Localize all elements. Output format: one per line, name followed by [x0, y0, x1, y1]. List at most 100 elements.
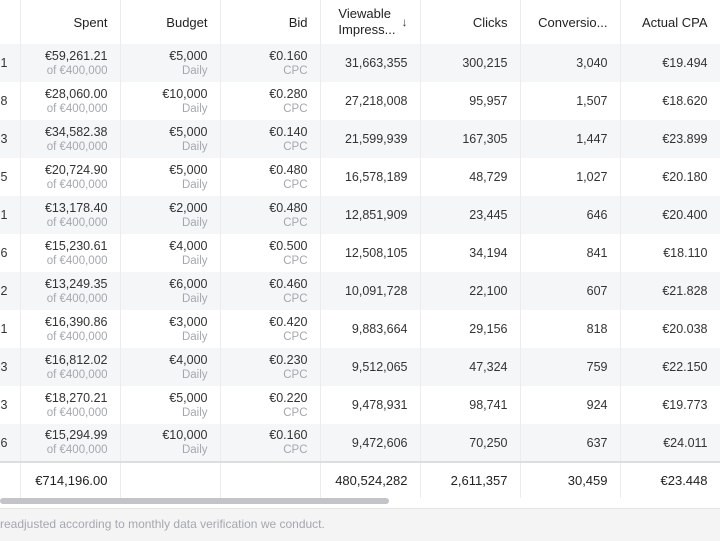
clicks-cell: 34,194 — [420, 234, 521, 272]
bid-type: CPC — [283, 102, 308, 115]
budget-cell[interactable]: €10,000 Daily — [120, 82, 221, 120]
impressions-cell: 9,478,931 — [320, 386, 421, 424]
bid-value: €0.420 — [269, 314, 308, 329]
clicks-cell: 23,445 — [420, 196, 521, 234]
bid-cell[interactable]: €0.480 CPC — [220, 158, 321, 196]
row-id-cell: 51 — [0, 310, 21, 348]
cpa-cell: €20.180 — [620, 158, 720, 196]
budget-cell[interactable]: €4,000 Daily — [120, 234, 221, 272]
column-header-label-line2: Impress... — [338, 22, 396, 37]
column-header-spent[interactable]: Spent — [20, 0, 121, 44]
bid-value: €0.160 — [269, 428, 308, 442]
bid-value: €0.160 — [269, 48, 308, 63]
impressions-cell: 9,512,065 — [320, 348, 421, 386]
row-id-cell: 36 — [0, 424, 21, 462]
cpa-cell: €20.038 — [620, 310, 720, 348]
budget-period: Daily — [181, 64, 208, 77]
table-header-row: Spent Budget Bid Viewable Impress... ↓ C… — [0, 0, 720, 44]
bid-cell[interactable]: €0.420 CPC — [220, 310, 321, 348]
budget-period: Daily — [181, 178, 208, 191]
column-header-clicks[interactable]: Clicks — [420, 0, 521, 44]
budget-period: Daily — [181, 406, 208, 419]
bid-cell[interactable]: €0.280 CPC — [220, 82, 321, 120]
bid-type: CPC — [283, 444, 308, 456]
budget-period: Daily — [181, 292, 208, 305]
cpa-cell: €22.150 — [620, 348, 720, 386]
row-id: 73 — [0, 398, 8, 412]
column-header-label: Bid — [288, 14, 308, 30]
impressions-cell: 21,599,939 — [320, 120, 421, 158]
budget-cell[interactable]: €5,000 Daily — [120, 44, 221, 82]
column-header-bid[interactable]: Bid — [220, 0, 321, 44]
bid-cell[interactable]: €0.160 CPC — [220, 424, 321, 462]
budget-cell[interactable]: €6,000 Daily — [120, 272, 221, 310]
bid-type: CPC — [283, 216, 308, 229]
impressions-cell: 12,508,105 — [320, 234, 421, 272]
column-header-label: Budget — [166, 14, 208, 30]
conversions-cell: 759 — [520, 348, 621, 386]
spent-cell: €15,294.99 of €400,000 — [20, 424, 121, 462]
bid-cell[interactable]: €0.220 CPC — [220, 386, 321, 424]
total-spent: €714,196.00 — [20, 461, 121, 498]
row-id-cell: 53 — [0, 120, 21, 158]
bid-cell[interactable]: €0.140 CPC — [220, 120, 321, 158]
budget-cell[interactable]: €4,000 Daily — [120, 348, 221, 386]
spent-limit: of €400,000 — [46, 102, 108, 115]
column-header-viewable-impressions[interactable]: Viewable Impress... ↓ — [320, 0, 421, 44]
bid-type: CPC — [283, 254, 308, 267]
cpa-cell: €19.773 — [620, 386, 720, 424]
horizontal-scrollbar[interactable] — [0, 495, 720, 507]
column-header-conversions[interactable]: Conversio... — [520, 0, 621, 44]
budget-cell[interactable]: €5,000 Daily — [120, 120, 221, 158]
conversions-cell: 1,447 — [520, 120, 621, 158]
spent-cell: €16,812.02 of €400,000 — [20, 348, 121, 386]
conversions-cell: 841 — [520, 234, 621, 272]
bid-type: CPC — [283, 368, 308, 381]
column-header-actual-cpa[interactable]: Actual CPA — [620, 0, 720, 44]
total-budget — [120, 461, 221, 498]
column-header-budget[interactable]: Budget — [120, 0, 221, 44]
footer-bar: readjusted according to monthly data ver… — [0, 508, 720, 541]
scrollbar-thumb[interactable] — [0, 498, 389, 504]
conversions-cell: 607 — [520, 272, 621, 310]
bid-type: CPC — [283, 292, 308, 305]
sort-descending-icon[interactable]: ↓ — [401, 15, 408, 29]
budget-cell[interactable]: €10,000 Daily — [120, 424, 221, 462]
total-conversions: 30,459 — [520, 461, 621, 498]
spent-limit: of €400,000 — [46, 140, 108, 153]
row-id-cell: 52 — [0, 272, 21, 310]
budget-cell[interactable]: €5,000 Daily — [120, 158, 221, 196]
bid-cell[interactable]: €0.500 CPC — [220, 234, 321, 272]
bid-cell[interactable]: €0.230 CPC — [220, 348, 321, 386]
bid-value: €0.280 — [269, 86, 308, 101]
row-id: 03 — [0, 360, 8, 374]
bid-cell[interactable]: €0.480 CPC — [220, 196, 321, 234]
budget-cell[interactable]: €2,000 Daily — [120, 196, 221, 234]
column-header-label: Clicks — [472, 14, 508, 30]
clicks-cell: 95,957 — [420, 82, 521, 120]
column-header-id[interactable] — [0, 0, 21, 44]
budget-cell[interactable]: €5,000 Daily — [120, 386, 221, 424]
impressions-cell: 9,472,606 — [320, 424, 421, 462]
impressions-cell: 31,663,355 — [320, 44, 421, 82]
spent-limit: of €400,000 — [46, 406, 108, 419]
bid-value: €0.220 — [269, 390, 308, 405]
budget-value: €2,000 — [169, 200, 208, 215]
spent-value: €16,390.86 — [44, 314, 108, 329]
table-row[interactable]: 36 €15,294.99 of €400,000 €10,000 Daily €0.16… — [0, 424, 720, 462]
bid-cell[interactable]: €0.460 CPC — [220, 272, 321, 310]
bid-value: €0.230 — [269, 352, 308, 367]
bid-cell[interactable]: €0.160 CPC — [220, 44, 321, 82]
budget-cell[interactable]: €3,000 Daily — [120, 310, 221, 348]
budget-value: €5,000 — [169, 124, 208, 139]
